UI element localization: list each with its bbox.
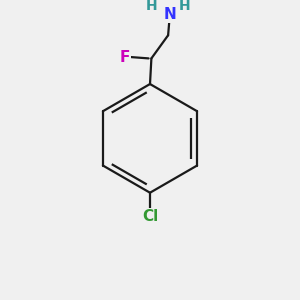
Text: H: H [146, 0, 157, 13]
Text: F: F [120, 50, 130, 64]
Text: Cl: Cl [142, 209, 158, 224]
Text: N: N [163, 7, 176, 22]
Text: H: H [179, 0, 190, 13]
